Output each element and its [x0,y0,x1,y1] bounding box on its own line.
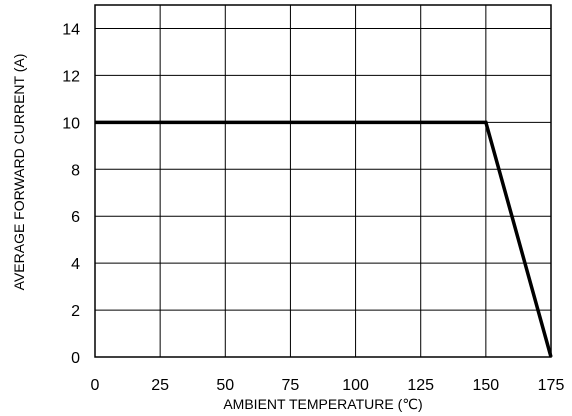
y-axis-tick-labels: 0 2 4 6 8 10 12 14 [62,21,80,367]
series-line-0 [95,120,553,358]
y-tick-label: 0 [71,350,80,367]
x-tick-label: 175 [538,377,565,394]
y-tick-label: 14 [62,21,80,38]
y-tick-label: 6 [71,209,80,226]
y-tick-label: 10 [62,115,80,132]
x-axis-tick-labels: 0 25 50 75 100 125 150 175 [91,377,565,394]
plot-frame [94,4,552,358]
series-layer [95,120,553,358]
x-tick-label: 25 [151,377,169,394]
x-tick-label: 100 [342,377,369,394]
grid [94,5,552,358]
x-tick-label: 75 [282,377,300,394]
y-axis-title: AVERAGE FORWARD CURRENT (A) [11,54,27,291]
y-tick-label: 2 [71,303,80,320]
x-axis-title: AMBIENT TEMPERATURE (℃) [223,396,422,412]
x-tick-label: 50 [216,377,234,394]
y-tick-label: 12 [62,68,80,85]
y-tick-label: 4 [71,256,80,273]
x-tick-label: 0 [91,377,100,394]
x-tick-label: 150 [473,377,500,394]
y-tick-label: 8 [71,162,80,179]
x-tick-label: 125 [407,377,434,394]
